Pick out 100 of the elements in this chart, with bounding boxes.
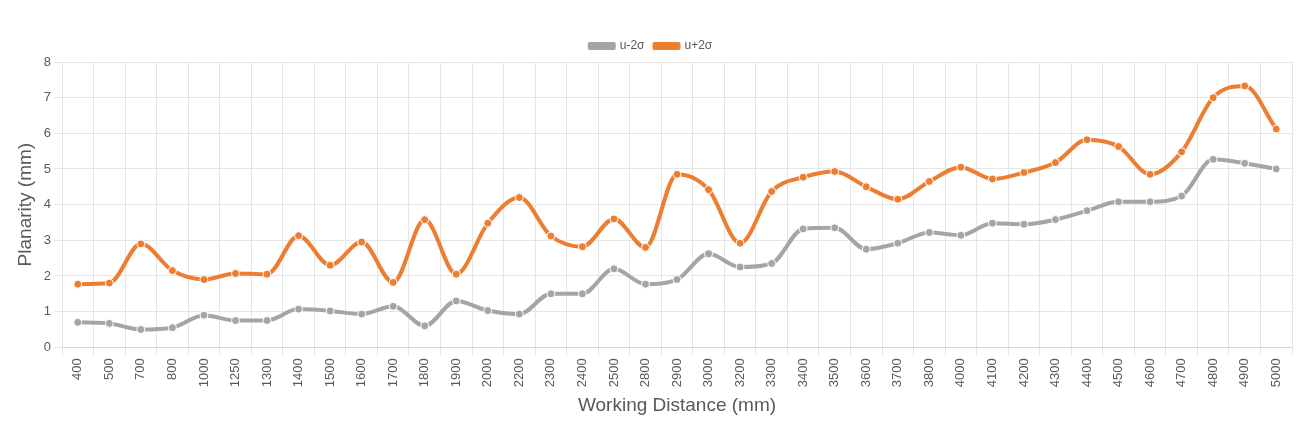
x-tick-label: 1600 [353, 358, 369, 388]
x-tick-label: 800 [163, 358, 179, 380]
point [262, 269, 272, 279]
point [1114, 142, 1124, 152]
y-tick-label: 1 [43, 303, 52, 319]
x-tick-label: 1400 [290, 358, 306, 388]
x-tick-label: 4800 [1204, 358, 1220, 388]
point [924, 176, 934, 186]
point [987, 174, 997, 184]
point [104, 318, 114, 328]
point [893, 238, 903, 248]
x-tick-label: 2400 [573, 358, 589, 388]
point [735, 262, 745, 272]
x-tick-label: 4900 [1236, 358, 1252, 388]
x-tick-label: 1300 [258, 358, 274, 388]
point [136, 324, 146, 334]
x-tick-label: 2900 [668, 358, 684, 388]
point [1082, 206, 1092, 216]
point [199, 275, 209, 285]
point [1271, 124, 1281, 134]
x-axis-title: Working Distance (mm) [577, 393, 777, 415]
x-tick-label: 3800 [920, 358, 936, 388]
x-tick-label: 3500 [826, 358, 842, 388]
point [73, 317, 83, 327]
x-tick-label: 3300 [763, 358, 779, 388]
point [1114, 197, 1124, 207]
point [73, 279, 83, 289]
point [325, 306, 335, 316]
x-tick-label: 1250 [227, 358, 243, 388]
x-tick-label: 4100 [983, 358, 999, 388]
point [388, 301, 398, 311]
point [230, 268, 240, 278]
point [451, 296, 461, 306]
x-tick-label: 2000 [479, 358, 495, 388]
x-tick-label: 1000 [195, 358, 211, 388]
point [830, 223, 840, 233]
point [767, 186, 777, 196]
x-tick-label: 1500 [321, 358, 337, 388]
x-tick-label: 4700 [1173, 358, 1189, 388]
point [294, 304, 304, 314]
point [294, 231, 304, 241]
point [956, 230, 966, 240]
point [577, 242, 587, 252]
point [704, 185, 714, 195]
point [924, 227, 934, 237]
point [483, 306, 493, 316]
point [1050, 158, 1060, 168]
point [830, 166, 840, 176]
point [357, 309, 367, 319]
point [167, 323, 177, 333]
point [357, 237, 367, 247]
x-tick-label: 3400 [794, 358, 810, 388]
y-tick-label: 6 [43, 124, 52, 140]
legend-label: u+2σ [684, 38, 713, 53]
point [640, 242, 650, 252]
x-tick-label: 2200 [510, 358, 526, 388]
point [640, 279, 650, 289]
point [514, 309, 524, 319]
x-tick-label: 1700 [384, 358, 400, 388]
x-tick-label: 4400 [1078, 358, 1094, 388]
x-tick-label: 3200 [731, 358, 747, 388]
y-tick-label: 8 [43, 53, 52, 69]
point [577, 289, 587, 299]
point [987, 218, 997, 228]
point [1145, 197, 1155, 207]
point [483, 218, 493, 228]
y-tick-label: 4 [43, 196, 52, 212]
point [388, 277, 398, 287]
x-tick-label: 5000 [1267, 358, 1283, 388]
point [1050, 215, 1060, 225]
x-tick-label: 500 [100, 358, 116, 380]
y-axis-title: Planarity (mm) [13, 142, 35, 267]
point [1019, 168, 1029, 178]
point [1240, 158, 1250, 168]
x-tick-label: 1800 [416, 358, 432, 388]
point [1177, 191, 1187, 201]
point [1082, 135, 1092, 145]
point [798, 224, 808, 234]
x-tick-label: 4200 [1015, 358, 1031, 388]
point [1208, 154, 1218, 164]
x-tick-label: 3600 [857, 358, 873, 388]
point [1019, 219, 1029, 229]
y-tick-label: 2 [43, 267, 52, 283]
y-tick-label: 0 [43, 338, 52, 354]
point [199, 310, 209, 320]
point [1208, 93, 1218, 103]
x-tick-label: 400 [69, 358, 85, 380]
y-tick-label: 7 [43, 89, 52, 105]
point [861, 182, 871, 192]
point [704, 249, 714, 259]
point [672, 169, 682, 179]
point [420, 215, 430, 225]
point [672, 275, 682, 285]
point [956, 162, 966, 172]
point [514, 193, 524, 203]
point [609, 214, 619, 224]
legend-label: u-2σ [619, 38, 646, 53]
x-tick-label: 700 [132, 358, 148, 380]
x-tick-label: 4000 [952, 358, 968, 388]
x-tick-label: 2800 [637, 358, 653, 388]
